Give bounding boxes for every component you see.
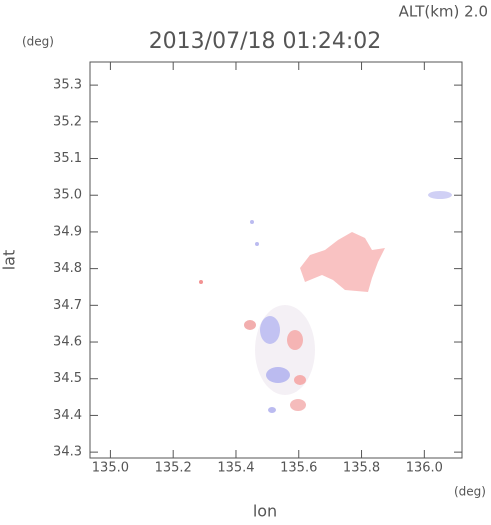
- echo-region: [300, 232, 385, 292]
- x-tick-label: 135.2: [155, 461, 192, 476]
- echo-region: [199, 280, 203, 284]
- y-tick-label: 34.6: [53, 335, 82, 350]
- x-tick-label: 135.0: [92, 461, 129, 476]
- y-tick-label: 34.8: [53, 261, 82, 276]
- echo-regions: [199, 191, 452, 413]
- y-tick-label: 35.3: [53, 78, 82, 93]
- y-axis-label: lat: [0, 250, 19, 271]
- x-tick-label: 135.6: [280, 461, 317, 476]
- x-tick-label: 135.4: [217, 461, 254, 476]
- x-axis-label: lon: [253, 502, 277, 521]
- y-tick-label: 34.7: [53, 298, 82, 313]
- echo-region: [244, 320, 256, 330]
- echo-region: [255, 305, 315, 395]
- y-tick-label: 34.5: [53, 371, 82, 386]
- x-tick-label: 136.0: [406, 461, 443, 476]
- echo-region: [287, 330, 303, 350]
- y-tick-label: 34.3: [53, 445, 82, 460]
- y-unit: (deg): [22, 35, 54, 49]
- y-tick-label: 35.1: [53, 151, 82, 166]
- echo-region: [260, 316, 280, 344]
- y-tick-label: 34.9: [53, 224, 82, 239]
- echo-region: [428, 191, 452, 199]
- echo-region: [294, 375, 306, 385]
- y-tick-label: 35.2: [53, 114, 82, 129]
- plot-frame: [89, 61, 463, 459]
- echo-region: [255, 242, 259, 246]
- y-tick-label: 35.0: [53, 188, 82, 203]
- echo-region: [250, 220, 254, 224]
- x-tick-label: 135.8: [343, 461, 380, 476]
- altitude-label: ALT(km) 2.0: [399, 3, 488, 21]
- x-unit: (deg): [454, 485, 486, 499]
- echo-region: [268, 407, 276, 413]
- echo-region: [266, 367, 290, 383]
- y-tick-label: 34.4: [53, 408, 82, 423]
- echo-region: [290, 399, 306, 411]
- chart-title: 2013/07/18 01:24:02: [149, 29, 382, 54]
